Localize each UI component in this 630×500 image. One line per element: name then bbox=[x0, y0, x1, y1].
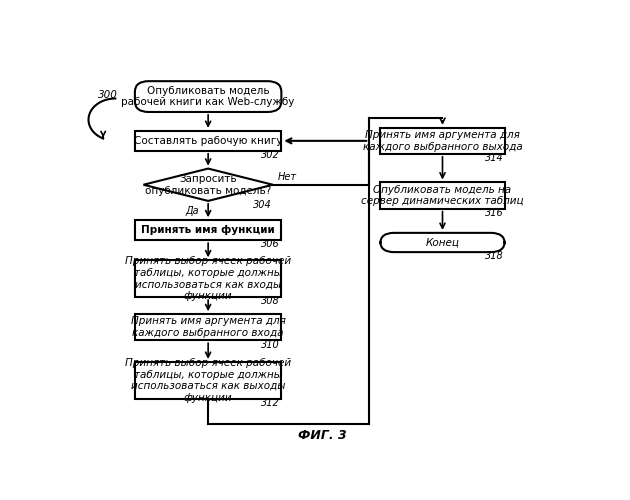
Bar bbox=[381, 128, 505, 154]
FancyBboxPatch shape bbox=[135, 81, 282, 112]
Text: Опубликовать модель на
сервер динамических таблиц: Опубликовать модель на сервер динамическ… bbox=[361, 184, 524, 206]
Text: 316: 316 bbox=[484, 208, 503, 218]
Text: Принять имя функции: Принять имя функции bbox=[141, 225, 275, 235]
Text: 306: 306 bbox=[261, 240, 280, 250]
Bar bbox=[135, 260, 282, 297]
Text: 300: 300 bbox=[98, 90, 118, 100]
Text: Принять выбор ячеек рабочей
таблицы, которые должны
использоваться как выходы
фу: Принять выбор ячеек рабочей таблицы, кот… bbox=[125, 358, 291, 403]
Text: Составлять рабочую книгу: Составлять рабочую книгу bbox=[134, 136, 282, 146]
Bar bbox=[135, 220, 282, 240]
Bar bbox=[135, 131, 282, 151]
Text: Принять имя аргумента для
каждого выбранного выхода: Принять имя аргумента для каждого выбран… bbox=[363, 130, 522, 152]
Text: Принять выбор ячеек рабочей
таблицы, которые должны
использоваться как входы
фун: Принять выбор ячеек рабочей таблицы, кот… bbox=[125, 256, 291, 301]
Bar bbox=[381, 182, 505, 208]
Text: Да: Да bbox=[186, 206, 199, 216]
Text: Нет: Нет bbox=[278, 172, 297, 181]
Text: 312: 312 bbox=[261, 398, 280, 408]
Bar bbox=[135, 362, 282, 399]
Text: 304: 304 bbox=[253, 200, 272, 210]
Text: Принять имя аргумента для
каждого выбранного входа: Принять имя аргумента для каждого выбран… bbox=[130, 316, 285, 338]
Text: 310: 310 bbox=[261, 340, 280, 349]
Text: 302: 302 bbox=[261, 150, 280, 160]
FancyBboxPatch shape bbox=[381, 233, 505, 252]
Text: Опубликовать модель
рабочей книги как Web-службу: Опубликовать модель рабочей книги как We… bbox=[122, 86, 295, 108]
Text: Конец: Конец bbox=[425, 238, 459, 248]
Text: ФИГ. 3: ФИГ. 3 bbox=[299, 429, 347, 442]
Text: Запросить
опубликовать модель?: Запросить опубликовать модель? bbox=[145, 174, 272, 196]
Polygon shape bbox=[144, 168, 273, 201]
Text: 314: 314 bbox=[484, 153, 503, 163]
Text: 308: 308 bbox=[261, 296, 280, 306]
Bar bbox=[135, 314, 282, 340]
Text: 318: 318 bbox=[484, 252, 503, 262]
